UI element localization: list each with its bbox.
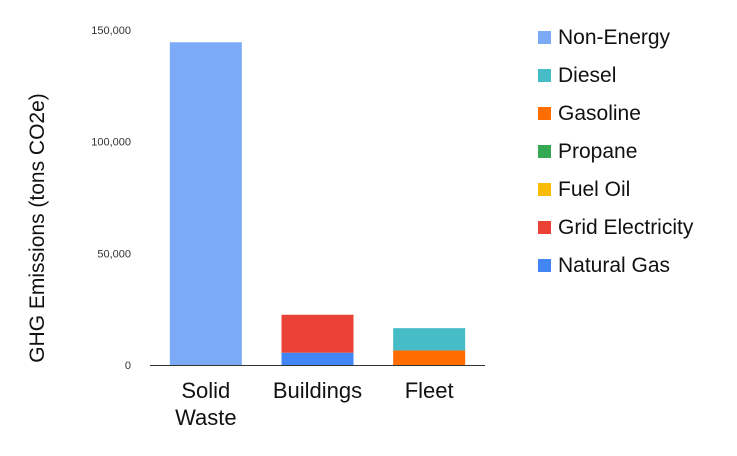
legend-swatch [538, 31, 551, 44]
legend-label: Natural Gas [558, 254, 670, 277]
bar-segment [393, 350, 466, 365]
bar-segment [281, 314, 354, 353]
y-tick-label: 150,000 [91, 25, 131, 37]
bar-segment [281, 352, 354, 365]
y-axis: 0 50,000 100,000 150,000 [91, 25, 131, 372]
y-axis-title: GHG Emissions (tons CO2e) [26, 93, 49, 363]
legend-swatch [538, 259, 551, 272]
legend-swatch [538, 221, 551, 234]
legend-label: Fuel Oil [558, 178, 630, 201]
legend-swatch [538, 69, 551, 82]
legend-label: Gasoline [558, 102, 641, 125]
y-tick-label: 100,000 [91, 137, 131, 149]
legend-label: Propane [558, 140, 637, 163]
y-tick-label: 50,000 [97, 248, 131, 260]
bar-segment [169, 42, 242, 366]
legend-swatch [538, 145, 551, 158]
x-tick-label: Buildings [273, 378, 362, 403]
legend-label: Diesel [558, 64, 616, 87]
legend-swatch [538, 107, 551, 120]
y-tick-label: 0 [125, 360, 131, 372]
legend-label: Non-Energy [558, 26, 671, 49]
legend-label: Grid Electricity [558, 216, 694, 239]
x-tick-label: Waste [175, 405, 237, 430]
x-tick-label: Solid [181, 378, 230, 403]
bar-segment [393, 328, 466, 351]
legend-swatch [538, 183, 551, 196]
x-tick-label: Fleet [405, 378, 454, 403]
bars [169, 42, 466, 366]
legend: Non-Energy Diesel Gasoline Propane Fuel Oil G… [538, 26, 694, 277]
